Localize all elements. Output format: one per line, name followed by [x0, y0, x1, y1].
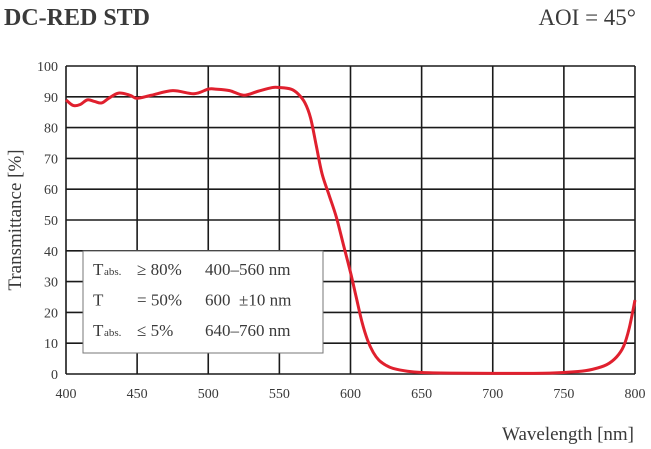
tick-labels: 400 450 500 550 600 650 700 750 800 0 10 20 30 40 50 60… [37, 60, 646, 402]
spec-subscript: abs. [104, 266, 122, 278]
spec-range: 400–560 nm [205, 260, 290, 279]
x-tick-label: 400 [56, 387, 77, 402]
x-tick-label: 800 [625, 387, 646, 402]
y-tick-label: 80 [44, 122, 58, 137]
spec-symbol: T [93, 260, 104, 279]
y-tick-label: 40 [44, 245, 58, 260]
spec-symbol: T [93, 321, 104, 340]
x-tick-label: 450 [127, 387, 148, 402]
spec-condition: ≥ 80% [137, 260, 182, 279]
y-tick-label: 60 [44, 183, 58, 198]
x-tick-label: 650 [411, 387, 432, 402]
spec-condition: ≤ 5% [137, 321, 173, 340]
y-tick-label: 100 [37, 60, 58, 75]
y-tick-label: 0 [51, 368, 58, 383]
chart-title: DC-RED STD [4, 5, 150, 31]
spec-row: T = 50% 600 ±10 nm [93, 291, 291, 310]
x-axis-label: Wavelength [nm] [502, 424, 634, 445]
x-tick-label: 600 [340, 387, 361, 402]
spec-condition: = 50% [137, 291, 182, 310]
spec-subscript: abs. [104, 327, 122, 339]
x-tick-label: 550 [269, 387, 290, 402]
y-tick-label: 50 [44, 214, 58, 229]
y-tick-label: 90 [44, 91, 58, 106]
y-tick-label: 10 [44, 337, 58, 352]
y-tick-label: 30 [44, 276, 58, 291]
x-tick-label: 500 [198, 387, 219, 402]
y-tick-label: 20 [44, 306, 58, 321]
transmittance-curve [65, 85, 637, 375]
y-tick-label: 70 [44, 152, 58, 167]
aoi-label: AOI = 45° [538, 5, 636, 30]
y-axis-label: Transmittance [%] [5, 149, 26, 290]
x-tick-label: 750 [553, 387, 574, 402]
spec-symbol: T [93, 291, 104, 310]
spec-range: 600 ±10 nm [205, 291, 291, 310]
x-tick-label: 700 [482, 387, 503, 402]
spec-range: 640–760 nm [205, 321, 290, 340]
